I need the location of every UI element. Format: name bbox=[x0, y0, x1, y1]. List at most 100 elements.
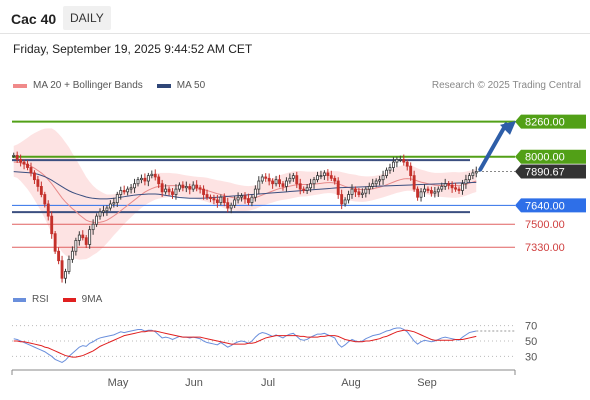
rsi-swatch bbox=[13, 297, 26, 302]
candle-body bbox=[364, 188, 368, 194]
legend-ma50: MA 50 bbox=[156, 80, 206, 91]
candle-body bbox=[264, 176, 268, 179]
level-tag-8000.00 bbox=[515, 149, 586, 164]
x-month-label-May: May bbox=[108, 377, 129, 389]
candle-body bbox=[288, 177, 292, 182]
candle-body bbox=[391, 161, 395, 168]
candle-body bbox=[274, 179, 278, 185]
instrument-title: Cac 40 bbox=[11, 11, 57, 27]
candle-body bbox=[378, 179, 382, 182]
level-label-7330.00: 7330.00 bbox=[525, 242, 565, 254]
candle-body bbox=[474, 171, 478, 174]
level-tag-8260.00 bbox=[515, 114, 586, 129]
candle-body bbox=[250, 196, 254, 204]
candle-body bbox=[160, 183, 164, 193]
candle-body bbox=[426, 188, 430, 191]
candle-body bbox=[81, 234, 85, 239]
candle-body bbox=[467, 175, 471, 181]
candle-body bbox=[136, 179, 140, 185]
legend-ma20-label: MA 20 + Bollinger Bands bbox=[33, 80, 143, 91]
candle-body bbox=[236, 196, 240, 201]
x-month-label-Jun: Jun bbox=[185, 377, 203, 389]
candle-body bbox=[298, 183, 302, 190]
candle-body bbox=[381, 175, 385, 181]
candle-body bbox=[181, 184, 185, 189]
candle-body bbox=[126, 188, 130, 193]
candle-body bbox=[385, 169, 388, 177]
candle-body bbox=[164, 188, 168, 193]
candle-body bbox=[19, 159, 23, 163]
candle-body bbox=[271, 180, 275, 185]
candle-body bbox=[174, 188, 178, 195]
candle-body bbox=[309, 183, 313, 189]
candle-body bbox=[205, 194, 209, 198]
candle-body bbox=[26, 163, 29, 168]
candle-body bbox=[108, 203, 112, 209]
projection-arrow-head bbox=[500, 120, 516, 135]
candle-body bbox=[177, 184, 181, 190]
ma50-swatch bbox=[156, 83, 171, 88]
candle-body bbox=[295, 175, 299, 185]
x-month-label-Jul: Jul bbox=[261, 377, 275, 389]
price-legend: MA 20 + Bollinger Bands MA 50 bbox=[13, 80, 219, 91]
candle-body bbox=[322, 172, 326, 177]
candle-body bbox=[433, 191, 437, 194]
candle-body bbox=[357, 191, 361, 195]
candle-body bbox=[388, 167, 392, 171]
candle-body bbox=[405, 161, 409, 167]
candle-body bbox=[260, 176, 264, 182]
candle-body bbox=[423, 188, 426, 193]
candle-body bbox=[74, 240, 78, 252]
candle-body bbox=[150, 173, 154, 177]
candle-body bbox=[233, 199, 237, 206]
candle-body bbox=[367, 186, 371, 190]
candle-body bbox=[46, 203, 50, 217]
candle-body bbox=[95, 215, 99, 225]
level-label-8000.00: 8000.00 bbox=[525, 152, 565, 164]
rsi-legend: RSI 9MA bbox=[13, 294, 116, 305]
candle-body bbox=[278, 179, 281, 185]
candle-body bbox=[67, 258, 71, 272]
candle-body bbox=[461, 183, 464, 191]
candle-body bbox=[33, 172, 36, 181]
rsi-tick-70: 70 bbox=[525, 321, 537, 333]
level-label-8260.00: 8260.00 bbox=[525, 117, 565, 129]
candle-body bbox=[146, 175, 150, 182]
candle-body bbox=[212, 198, 216, 201]
candle-body bbox=[98, 211, 102, 217]
candle-body bbox=[464, 179, 468, 185]
candle-body bbox=[395, 159, 399, 163]
timeframe-badge[interactable]: DAILY bbox=[63, 6, 111, 30]
candle-body bbox=[326, 172, 330, 177]
candle-body bbox=[153, 173, 157, 178]
candle-body bbox=[302, 188, 306, 191]
x-month-label-Sep: Sep bbox=[417, 377, 437, 389]
candle-body bbox=[105, 207, 109, 212]
candle-body bbox=[57, 250, 61, 262]
candle-body bbox=[343, 199, 347, 205]
candle-body bbox=[22, 161, 26, 165]
candle-body bbox=[70, 250, 74, 260]
candle-body bbox=[374, 180, 378, 185]
rsi-series-RSI bbox=[13, 327, 477, 364]
candle-body bbox=[360, 192, 364, 195]
level-label-7500.00: 7500.00 bbox=[525, 219, 565, 231]
candle-body bbox=[184, 186, 188, 189]
candle-body bbox=[412, 175, 416, 190]
candle-body bbox=[29, 167, 33, 174]
candle-body bbox=[471, 172, 475, 177]
candle-body bbox=[215, 199, 219, 204]
rsi-ma-swatch bbox=[62, 297, 76, 302]
candle-body bbox=[447, 183, 451, 186]
candle-body bbox=[457, 188, 461, 191]
legend-ma50-label: MA 50 bbox=[176, 80, 206, 91]
candle-body bbox=[436, 188, 440, 193]
candle-body bbox=[329, 175, 333, 179]
chart-header: Cac 40 DAILY bbox=[0, 0, 590, 34]
candle-body bbox=[219, 196, 223, 204]
candle-body bbox=[350, 188, 354, 195]
candle-body bbox=[312, 179, 316, 185]
candle-body bbox=[115, 194, 119, 204]
candle-body bbox=[77, 234, 81, 241]
rsi-series-9MA bbox=[13, 329, 477, 358]
